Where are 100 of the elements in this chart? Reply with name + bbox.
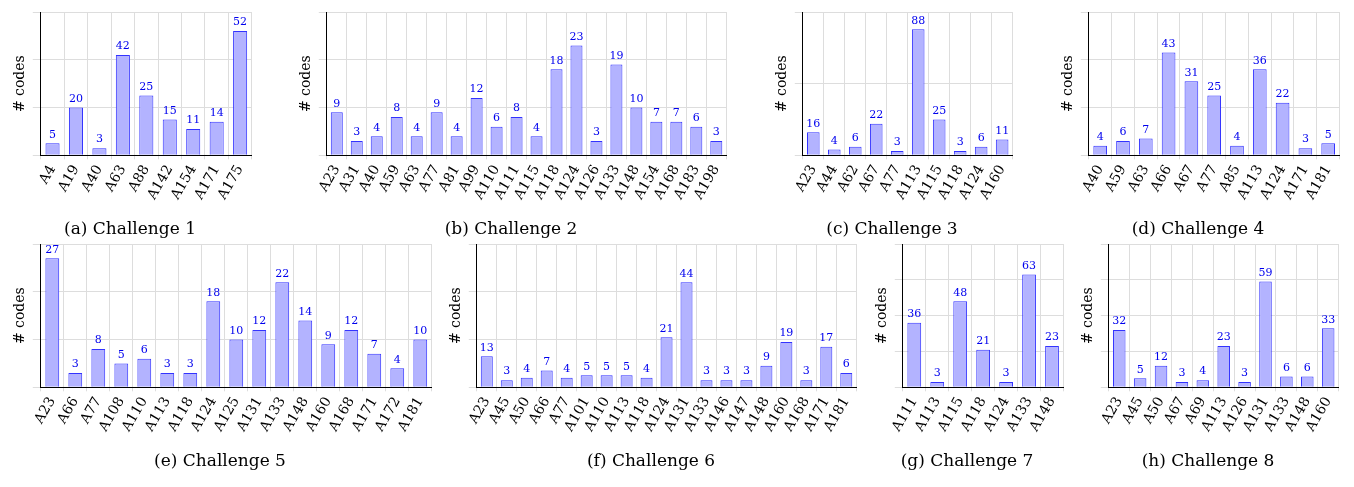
data-label: 16: [806, 116, 821, 130]
data-label: 36: [1252, 53, 1267, 67]
data-label: 6: [1303, 360, 1311, 374]
data-label: 23: [1216, 330, 1231, 344]
data-label: 33: [1321, 312, 1336, 326]
data-label: 5: [1324, 127, 1332, 141]
data-label: 3: [353, 125, 361, 139]
data-label: 3: [1002, 366, 1010, 380]
data-label: 59: [1258, 265, 1273, 279]
data-label: 11: [995, 123, 1010, 137]
data-label: 6: [140, 343, 148, 356]
text: (f) Challenge 6: [586, 450, 716, 471]
data-label: 52: [233, 15, 248, 29]
data-label: 25: [139, 79, 154, 93]
data-label: 6: [977, 131, 985, 145]
data-label: 3: [933, 366, 941, 380]
data-label: 18: [549, 53, 564, 67]
data-label: 3: [722, 364, 730, 378]
data-label: 5: [623, 359, 631, 373]
data-label: 7: [652, 106, 660, 120]
y-axis-title: # codes: [1059, 55, 1076, 113]
text: (a) Challenge 1: [64, 218, 196, 239]
data-label: 3: [71, 357, 79, 371]
data-label: 27: [45, 242, 60, 256]
y-axis-title: # codes: [11, 55, 28, 113]
data-label: 4: [563, 362, 571, 376]
data-label: 4: [373, 120, 381, 134]
data-label: 6: [1119, 125, 1127, 139]
data-label: 25: [1207, 79, 1222, 93]
data-label: 9: [762, 350, 770, 364]
data-label: 3: [742, 364, 750, 378]
data-label: 4: [1233, 130, 1241, 144]
data-label: 3: [802, 364, 810, 378]
data-label: 4: [830, 133, 838, 147]
data-label: 11: [186, 113, 201, 127]
data-label: 5: [117, 347, 125, 361]
text: (c) Challenge 3: [826, 218, 958, 239]
data-label: 3: [956, 135, 964, 149]
data-label: 14: [298, 304, 313, 318]
data-label: 4: [523, 362, 531, 376]
text: (e) Challenge 5: [154, 450, 286, 471]
data-label: 8: [393, 101, 401, 115]
data-label: 12: [344, 314, 359, 328]
data-label: 3: [186, 357, 194, 371]
data-label: 7: [672, 106, 680, 120]
data-label: 21: [976, 334, 991, 348]
data-label: 3: [163, 357, 171, 371]
data-label: 4: [393, 352, 401, 366]
data-label: 12: [1154, 350, 1169, 364]
text: (d) Challenge 4: [1131, 218, 1265, 239]
data-label: 63: [1022, 258, 1037, 272]
data-label: 8: [513, 101, 521, 115]
data-label: 17: [819, 331, 834, 345]
data-label: 9: [324, 328, 332, 342]
data-label: 4: [533, 120, 541, 134]
data-label: 7: [1142, 122, 1150, 136]
data-label: 25: [932, 103, 947, 117]
x-tick-label: A4: [34, 161, 59, 188]
data-label: 6: [842, 357, 850, 371]
text: (g) Challenge 7: [900, 450, 1034, 471]
data-label: 5: [49, 127, 57, 141]
data-label: 19: [609, 48, 624, 62]
data-label: 36: [907, 307, 922, 321]
data-label: 44: [679, 266, 694, 280]
data-label: 3: [95, 132, 103, 146]
y-axis-title: # codes: [873, 287, 890, 345]
data-label: 7: [370, 338, 378, 352]
data-label: 5: [603, 359, 611, 373]
data-label: 4: [1096, 130, 1104, 144]
data-label: 3: [503, 364, 511, 378]
data-label: 4: [1199, 364, 1207, 378]
text: (b) Challenge 2: [444, 218, 578, 239]
data-label: 9: [333, 96, 341, 110]
data-label: 13: [479, 340, 494, 354]
data-label: 14: [209, 106, 224, 120]
data-label: 3: [1301, 132, 1309, 146]
y-axis-title: # codes: [297, 55, 314, 113]
data-label: 9: [433, 96, 441, 110]
data-label: 19: [779, 326, 794, 340]
data-label: 10: [629, 91, 644, 105]
data-label: 21: [659, 321, 674, 335]
data-label: 22: [1275, 87, 1290, 101]
data-label: 3: [1241, 366, 1249, 380]
data-label: 20: [68, 91, 83, 105]
data-label: 12: [252, 314, 267, 328]
data-label: 6: [851, 131, 859, 145]
data-label: 3: [592, 125, 600, 139]
data-label: 31: [1184, 65, 1199, 79]
data-label: 12: [469, 82, 484, 96]
data-label: 32: [1112, 314, 1127, 328]
data-label: 3: [893, 135, 901, 149]
data-label: 3: [702, 364, 710, 378]
data-label: 23: [569, 29, 584, 43]
data-label: 8: [94, 333, 102, 347]
data-label: 42: [115, 39, 130, 53]
y-axis-title: # codes: [447, 287, 464, 345]
data-label: 23: [1045, 330, 1060, 344]
data-label: 4: [413, 120, 421, 134]
data-label: 3: [1178, 366, 1186, 380]
data-label: 6: [493, 111, 501, 124]
